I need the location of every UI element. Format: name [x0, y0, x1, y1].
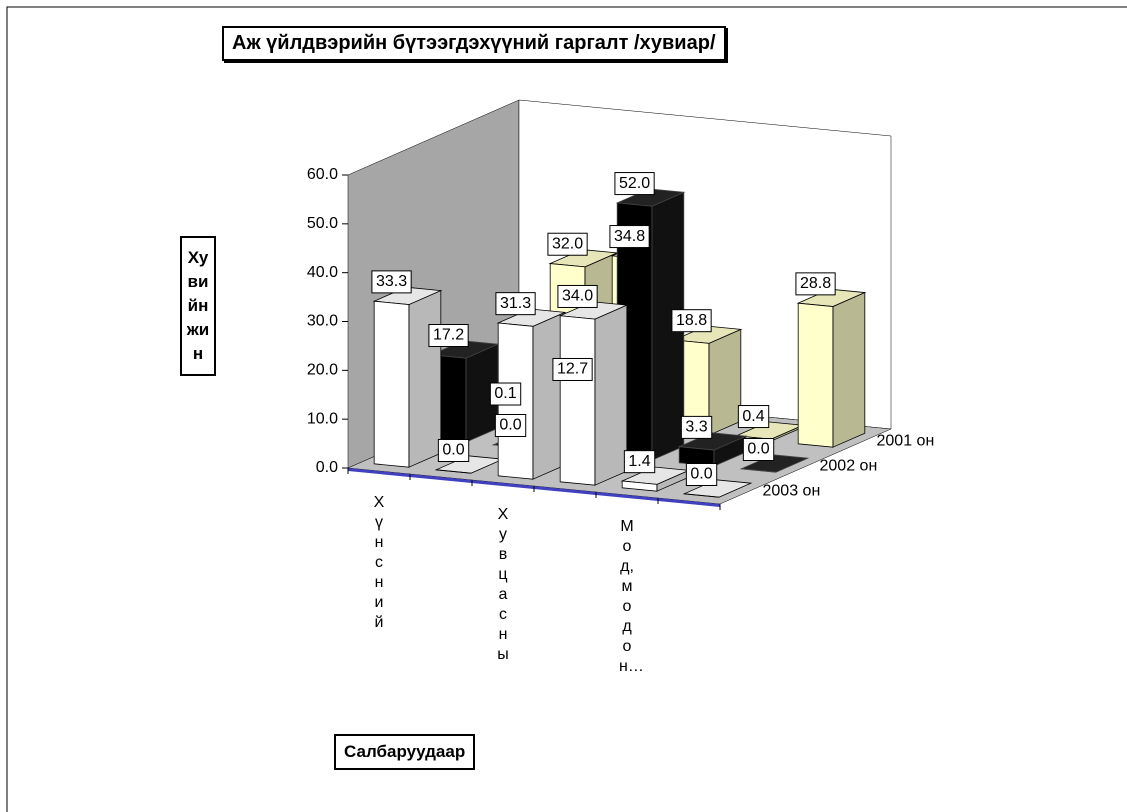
value-label-box [680, 415, 713, 439]
value-label-box [614, 172, 655, 196]
value-label-box [685, 463, 718, 486]
value-label: 0.0 [690, 466, 712, 483]
value-label: 0.4 [742, 408, 764, 425]
value-label: 0.0 [442, 442, 464, 459]
value-label-box [494, 414, 527, 437]
value-label-box [795, 272, 836, 296]
value-label-box [371, 270, 412, 294]
bar-side [408, 289, 442, 468]
y-tick-label: 10.0 [307, 410, 338, 427]
y-tick-label: 0.0 [316, 459, 338, 476]
y-tick-label: 60.0 [307, 166, 338, 183]
value-label: 31.3 [500, 295, 531, 312]
value-label: 28.8 [800, 275, 831, 292]
chart-title: Аж үйлдвэрийн бүтээгдэхүүний гаргалт /ху… [222, 26, 726, 61]
bar-side [594, 304, 628, 486]
value-label: 34.8 [614, 228, 645, 245]
bar [797, 302, 834, 448]
value-label: 1.4 [628, 453, 650, 470]
value-label: 34.0 [562, 288, 593, 305]
y-axis-label: Хувийн жин [180, 236, 216, 376]
bar [741, 468, 776, 473]
legend-label: 2003 он [763, 483, 821, 500]
value-label-box [428, 324, 469, 348]
value-label: 18.8 [676, 312, 707, 329]
value-label-box [437, 439, 470, 462]
value-label: 3.3 [685, 419, 707, 436]
bar [621, 480, 658, 492]
legend-label: 2002 он [820, 458, 878, 475]
value-label: 32.0 [552, 235, 583, 252]
value-label-box [671, 309, 712, 333]
legend-label: 2001 он [877, 433, 935, 450]
value-label: 0.1 [494, 385, 516, 402]
value-label-box [552, 357, 593, 381]
value-label: 12.7 [557, 361, 588, 378]
chart-frame [6, 6, 1127, 812]
x-tick-label: Хувцасны [497, 506, 509, 663]
bar [684, 493, 719, 498]
value-label-box [737, 405, 770, 429]
x-axis-label: Салбаруудаар [334, 734, 476, 770]
value-label: 17.2 [433, 327, 464, 344]
value-label-box [495, 292, 536, 316]
value-label-box [609, 225, 650, 249]
value-label-box [547, 232, 588, 256]
value-label-box [742, 438, 775, 461]
bar [373, 300, 410, 468]
value-label-box [623, 450, 656, 474]
value-label: 0.0 [747, 441, 769, 458]
bar [559, 315, 596, 486]
bar-side [708, 328, 742, 436]
value-label: 33.3 [376, 273, 407, 290]
y-tick-label: 40.0 [307, 264, 338, 281]
bar-side [832, 291, 866, 448]
y-tick-label: 30.0 [307, 313, 338, 330]
y-tick-label: 50.0 [307, 215, 338, 232]
x-tick-label: Мод, модон… [619, 518, 644, 675]
bar [436, 469, 471, 474]
value-label-box [557, 284, 598, 308]
x-tick-label: Хүнсний [373, 494, 385, 631]
y-tick-label: 20.0 [307, 362, 338, 379]
value-label: 0.0 [499, 417, 521, 434]
value-label: 52.0 [619, 175, 650, 192]
value-label-box [489, 382, 522, 406]
